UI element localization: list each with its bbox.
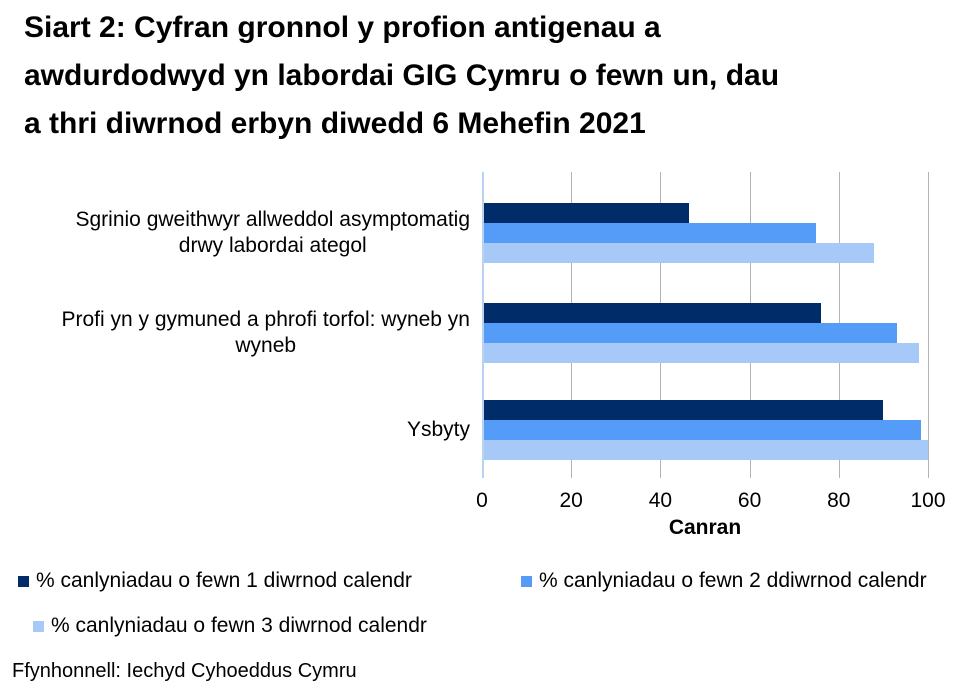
y-axis-line (482, 172, 484, 478)
bar-series1-cat2 (484, 303, 821, 323)
category-label: Profi yn y gymuned a phrofi torfol: wyne… (61, 308, 470, 357)
bar-series2-cat1 (484, 223, 817, 243)
legend-swatch-icon (521, 575, 532, 587)
x-tick-label: 20 (559, 489, 583, 512)
legend-row-2: % canlyniadau o fewn 3 diwrnod calendr (33, 614, 427, 638)
bar-series3-cat1 (484, 243, 875, 263)
legend-swatch-icon (18, 575, 29, 587)
category-label: Ysbyty (406, 418, 470, 441)
bar-series1-cat3 (484, 400, 884, 420)
legend-swatch-icon (33, 620, 44, 632)
category-label: Sgrinio gweithwyr allweddol asymptomatig… (75, 208, 470, 257)
plot-area (482, 172, 929, 478)
chart-title: Siart 2: Cyfran gronnol y profion antige… (24, 4, 924, 148)
bar-series1-cat1 (484, 203, 690, 223)
legend-item: % canlyniadau o fewn 3 diwrnod calendr (33, 614, 427, 638)
bar-series2-cat2 (484, 323, 897, 343)
x-tick-label: 100 (910, 489, 946, 512)
bar-series2-cat3 (484, 420, 922, 440)
bar-series3-cat3 (484, 440, 928, 460)
legend-row-1: % canlyniadau o fewn 1 diwrnod calendr % … (18, 569, 927, 593)
chart-title-line: Siart 2: Cyfran gronnol y profion antige… (24, 11, 661, 44)
x-axis-title: Canran (668, 516, 742, 539)
x-tick-label: 40 (648, 489, 673, 512)
gridline (928, 172, 929, 478)
legend-item: % canlyniadau o fewn 2 ddiwrnod calendr (521, 569, 927, 593)
legend-label: % canlyniadau o fewn 1 diwrnod calendr (36, 569, 412, 592)
source-note: Ffynhonnell: Iechyd Cyhoeddus Cymru (12, 660, 357, 682)
x-tick-label: 60 (737, 489, 762, 512)
x-tick-label: 0 (476, 489, 488, 512)
category-label-row: Ysbyty (0, 400, 470, 460)
legend-item: % canlyniadau o fewn 1 diwrnod calendr (18, 569, 521, 593)
x-tick-label: 80 (827, 489, 851, 512)
category-label-row: Sgrinio gweithwyr allweddol asymptomatig… (0, 203, 470, 263)
legend-label: % canlyniadau o fewn 3 diwrnod calendr (51, 614, 427, 637)
category-label-row: Profi yn y gymuned a phrofi torfol: wyne… (0, 303, 470, 363)
legend-label: % canlyniadau o fewn 2 ddiwrnod calendr (539, 569, 927, 592)
chart-title-line: awdurdodwyd yn labordai GIG Cymru o fewn… (24, 59, 780, 92)
chart-title-line: a thri diwrnod erbyn diwedd 6 Mehefin 20… (24, 107, 646, 140)
bar-series3-cat2 (484, 343, 919, 363)
